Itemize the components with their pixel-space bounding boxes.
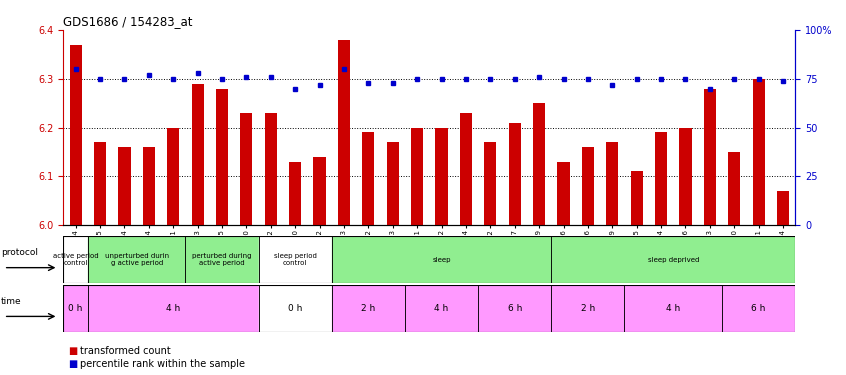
Text: sleep: sleep [432,256,451,262]
Text: 0 h: 0 h [69,304,83,313]
Text: sleep deprived: sleep deprived [647,256,699,262]
Bar [259,285,332,332]
Bar [332,236,552,283]
Bar [411,128,423,225]
Bar [552,285,624,332]
Bar [405,285,478,332]
Bar [478,285,552,332]
Bar [558,162,569,225]
Text: 6 h: 6 h [751,304,766,313]
Bar [168,128,179,225]
Text: unperturbed durin
g active period: unperturbed durin g active period [105,253,168,266]
Text: ■: ■ [68,359,77,369]
Bar [387,142,398,225]
Bar [722,285,795,332]
Bar [655,132,667,225]
Bar [259,236,332,283]
Bar [405,285,478,332]
Bar [63,236,88,283]
Bar [478,285,552,332]
Text: transformed count: transformed count [80,346,171,355]
Bar [185,236,259,283]
Bar [552,236,795,283]
Text: ■: ■ [68,346,77,355]
Text: 4 h: 4 h [666,304,680,313]
Bar [289,162,301,225]
Bar [259,285,332,332]
Text: active period
control: active period control [52,253,98,266]
Bar [143,147,155,225]
Bar [362,132,375,225]
Bar [118,147,130,225]
Bar [265,113,277,225]
Bar [88,285,259,332]
Bar [436,128,448,225]
Text: 4 h: 4 h [166,304,180,313]
Bar [533,103,545,225]
Text: time: time [1,297,21,306]
Bar [484,142,497,225]
Bar [191,84,204,225]
Text: percentile rank within the sample: percentile rank within the sample [80,359,245,369]
Bar [552,236,795,283]
Text: protocol: protocol [1,248,38,257]
Bar [624,285,722,332]
Bar [88,285,259,332]
Bar [508,123,521,225]
Text: sleep period
control: sleep period control [274,253,316,266]
Bar [460,113,472,225]
Bar [338,40,350,225]
Text: GDS1686 / 154283_at: GDS1686 / 154283_at [63,15,193,28]
Bar [679,128,691,225]
Bar [552,285,624,332]
Bar [63,236,88,283]
Text: 2 h: 2 h [580,304,595,313]
Bar [777,191,789,225]
Bar [332,285,405,332]
Bar [704,88,716,225]
Bar [753,79,765,225]
Bar [332,285,405,332]
Bar [88,236,185,283]
Bar [332,236,552,283]
Text: perturbed during
active period: perturbed during active period [192,253,252,266]
Bar [630,171,643,225]
Bar [185,236,259,283]
Bar [69,45,82,225]
Bar [607,142,618,225]
Bar [88,236,185,283]
Bar [582,147,594,225]
Bar [94,142,106,225]
Bar [722,285,795,332]
Bar [728,152,740,225]
Text: 6 h: 6 h [508,304,522,313]
Bar [314,157,326,225]
Text: 0 h: 0 h [288,304,302,313]
Bar [216,88,228,225]
Text: 2 h: 2 h [361,304,376,313]
Bar [63,285,88,332]
Bar [240,113,252,225]
Bar [63,285,88,332]
Bar [624,285,722,332]
Text: 4 h: 4 h [434,304,448,313]
Bar [259,236,332,283]
